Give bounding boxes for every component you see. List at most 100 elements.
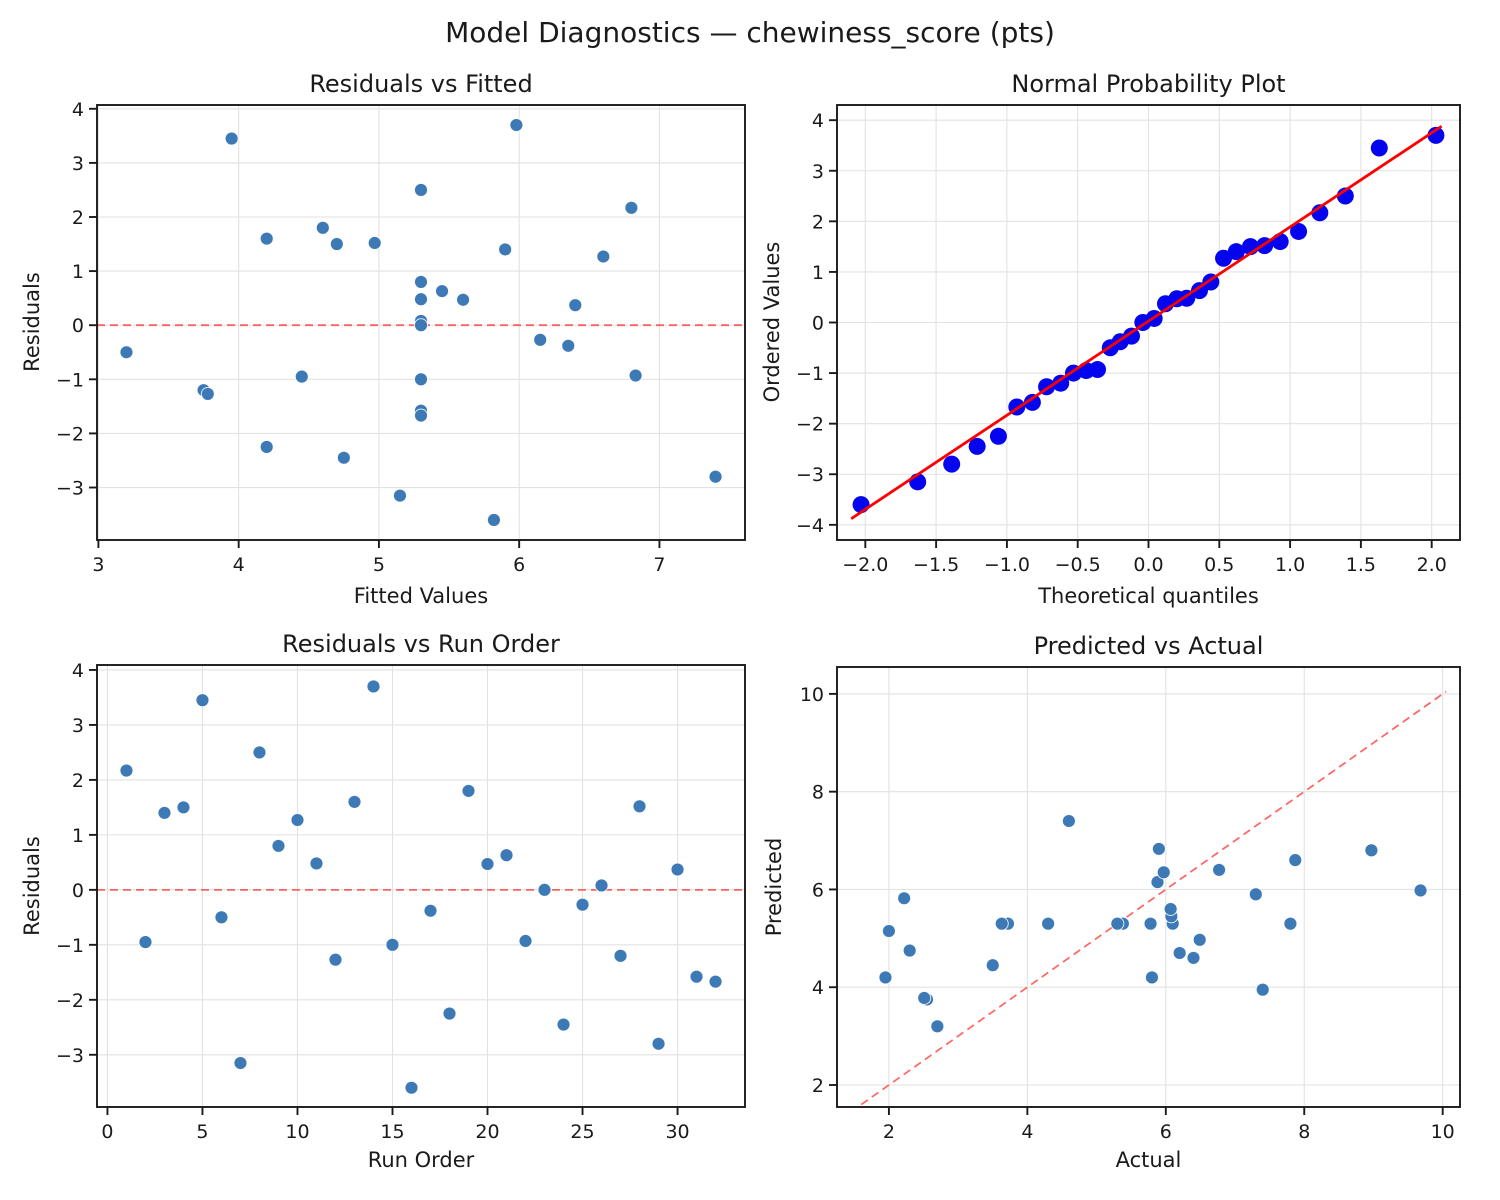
y-tick-label: −2	[796, 414, 824, 436]
data-point	[347, 794, 362, 809]
data-point	[336, 450, 351, 465]
data-point	[1150, 875, 1165, 890]
data-point	[1145, 970, 1159, 985]
y-tick-label: 4	[812, 110, 824, 132]
x-tick-label: 5	[196, 1121, 208, 1143]
data-point	[594, 878, 609, 893]
data-point	[423, 903, 438, 918]
data-point	[1110, 916, 1125, 931]
y-tick-label: 1	[812, 262, 824, 284]
x-tick-label: 1.0	[1275, 554, 1305, 576]
data-point	[1186, 950, 1201, 965]
data-point	[1156, 865, 1171, 880]
data-point	[994, 916, 1009, 931]
data-point	[367, 236, 382, 250]
y-tick-label: −1	[56, 935, 84, 957]
data-point	[328, 952, 343, 967]
y-tick-label: 1	[72, 825, 84, 847]
axes-frame	[96, 664, 746, 1108]
x-tick-label: 6	[513, 554, 525, 576]
data-point	[1041, 916, 1056, 931]
data-point	[271, 838, 286, 853]
data-point	[1023, 393, 1041, 411]
y-tick-label: 4	[72, 660, 84, 682]
x-axis-label-run-order: Run Order	[367, 1148, 475, 1172]
data-point	[1061, 814, 1076, 828]
y-tick-label: 8	[812, 782, 824, 804]
x-tick-label: 4	[233, 554, 245, 576]
data-point	[1215, 249, 1233, 267]
data-point	[461, 783, 476, 798]
y-tick-label: 1	[72, 261, 84, 283]
plot-area-residuals-vs-run-order: 0 5 10 15 20 25 30 −3 −2 −1 0 1 2 3 4	[56, 660, 746, 1143]
data-point	[1271, 233, 1289, 251]
y-tick-label: −1	[796, 363, 824, 385]
data-point	[119, 345, 134, 360]
data-point	[1172, 946, 1187, 960]
data-point	[1123, 327, 1141, 345]
y-tick-label: −3	[56, 1045, 84, 1067]
data-point	[1413, 883, 1428, 898]
subplot-title-normal-probability: Normal Probability Plot	[1011, 70, 1286, 98]
x-tick-label: 0	[101, 1121, 113, 1143]
x-tick-label: 0.0	[1133, 554, 1163, 576]
data-point	[596, 249, 611, 264]
data-point	[624, 200, 639, 215]
plot-area-predicted-vs-actual: 2 4 6 8 10 2 4 6 8 10	[800, 666, 1461, 1143]
y-tick-label: 0	[72, 880, 84, 902]
data-point	[943, 455, 961, 473]
data-point	[632, 799, 647, 814]
data-point	[290, 813, 305, 827]
data-point	[233, 1056, 248, 1070]
data-point	[1151, 841, 1166, 856]
data-point	[897, 891, 912, 906]
data-point	[119, 763, 134, 778]
y-tick-label: 2	[812, 211, 824, 233]
x-tick-label: 10	[285, 1121, 309, 1143]
data-point	[138, 935, 153, 950]
y-tick-label: −3	[796, 464, 824, 486]
data-point	[708, 974, 723, 989]
data-point	[881, 924, 896, 938]
data-point	[294, 369, 309, 384]
data-point	[533, 332, 548, 347]
data-point	[930, 1019, 945, 1034]
data-point	[414, 318, 428, 333]
data-point	[1163, 902, 1178, 916]
data-point	[902, 943, 917, 958]
x-tick-label: 1.5	[1346, 554, 1376, 576]
x-tick-label: 25	[570, 1121, 594, 1143]
data-point	[1052, 374, 1070, 392]
y-tick-label: 4	[812, 977, 824, 999]
data-point	[224, 131, 239, 146]
x-tick-label: 10	[1431, 1121, 1455, 1143]
y-tick-label: 4	[72, 99, 84, 121]
y-tick-label: 3	[72, 153, 84, 175]
data-point	[414, 274, 428, 289]
data-point	[985, 958, 1000, 973]
data-point	[1227, 243, 1245, 261]
y-tick-label: 0	[812, 313, 824, 335]
y-tick-label: 2	[812, 1075, 824, 1097]
data-point	[435, 284, 449, 299]
fit-line	[850, 125, 1443, 520]
data-point	[414, 372, 428, 387]
y-tick-label: 2	[72, 770, 84, 792]
x-tick-label: 6	[1160, 1121, 1172, 1143]
x-tick-label: 3	[92, 554, 104, 576]
data-point	[1370, 139, 1388, 157]
data-point	[1212, 862, 1227, 877]
data-point	[561, 338, 576, 353]
data-point	[480, 857, 495, 871]
data-point	[499, 848, 514, 863]
data-point	[1089, 361, 1107, 379]
data-point	[366, 679, 381, 694]
data-point	[689, 969, 704, 984]
plot-area-residuals-vs-fitted: 3 4 5 6 7 −3 −2 −1 0 1 2 3 4	[56, 99, 746, 576]
x-tick-label: 2.0	[1417, 554, 1447, 576]
y-tick-label: 6	[812, 879, 824, 901]
x-tick-label: 0.5	[1204, 554, 1234, 576]
data-point	[708, 469, 723, 484]
x-axis-label-actual: Actual	[1115, 1148, 1182, 1172]
